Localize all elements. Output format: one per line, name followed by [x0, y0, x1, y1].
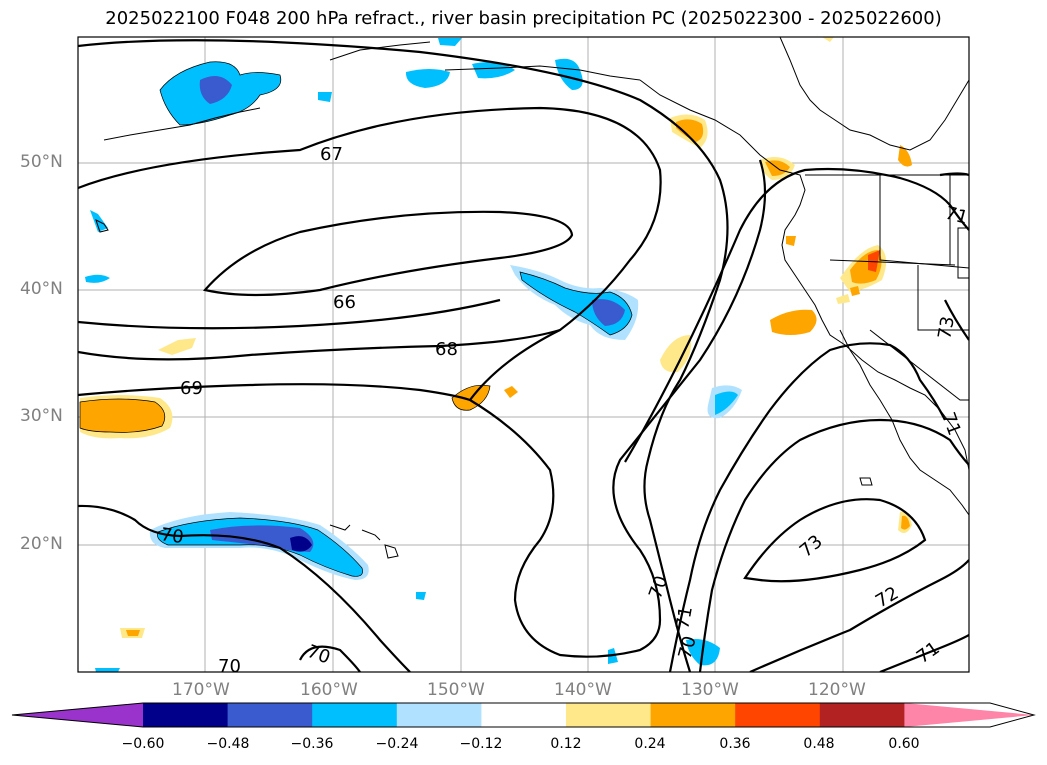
colorbar-segment	[396, 703, 482, 727]
latitude-label: 40°N	[20, 279, 63, 299]
colorbar-tick-label: −0.24	[375, 736, 419, 752]
colorbar-segment	[735, 703, 821, 727]
latitude-label: 50°N	[20, 152, 63, 172]
contour-label: 70	[159, 524, 185, 548]
contour-label: 66	[333, 292, 356, 313]
negative-anomaly-shading	[85, 38, 742, 672]
colorbar-tick-label: 0.24	[634, 736, 666, 752]
colorbar-tick-label: −0.60	[121, 736, 165, 752]
contour-label: 73	[934, 315, 959, 341]
colorbar-tick-label: 0.12	[550, 736, 582, 752]
longitude-label: 170°W	[172, 680, 230, 700]
longitude-label: 150°W	[427, 680, 485, 700]
contour-label: 73	[796, 531, 827, 562]
map-title: 2025022100 F048 200 hPa refract., river …	[105, 8, 942, 29]
colorbar-segment	[566, 703, 652, 727]
contour-label: 68	[435, 339, 458, 360]
latitude-label: 20°N	[20, 534, 63, 554]
colorbar-tick-label: −0.12	[459, 736, 503, 752]
contour-label: 72	[872, 583, 902, 613]
colorbar-tick-label: 0.48	[803, 736, 835, 752]
map-canvas: 67 66 68 69 70 70 70 70 70 71 71 71 72 7…	[77, 36, 971, 677]
contour-label: 71	[672, 605, 697, 631]
contour-label: 71	[913, 638, 944, 668]
colorbar-segment	[481, 703, 567, 727]
colorbar-extend-high	[904, 703, 1034, 727]
colorbar-segment	[143, 703, 229, 727]
contour-label: 67	[320, 144, 343, 165]
positive-anomaly-shading	[80, 37, 912, 638]
contour-label: 69	[180, 378, 203, 399]
colorbar-tick-label: −0.36	[290, 736, 334, 752]
colorbar-segment	[227, 703, 313, 727]
colorbar-segments	[12, 703, 1034, 727]
contour-label: 71	[943, 203, 971, 229]
colorbar-segment	[650, 703, 736, 727]
longitude-label: 140°W	[554, 680, 612, 700]
shading-outlines	[79, 61, 633, 577]
contour-label: 70	[304, 641, 333, 669]
colorbar-outline	[11, 702, 1036, 728]
colorbar-tick-label: 0.36	[719, 736, 751, 752]
map-frame	[77, 36, 970, 673]
colorbar-tick-label: −0.48	[206, 736, 250, 752]
latitude-label: 30°N	[20, 406, 63, 426]
colorbar-segment	[312, 703, 398, 727]
longitude-label: 120°W	[808, 680, 866, 700]
longitude-label: 130°W	[681, 680, 739, 700]
contour-label: 70	[218, 656, 241, 677]
colorbar	[11, 702, 1036, 728]
longitude-label: 160°W	[300, 680, 358, 700]
colorbar-tick-label: 0.60	[888, 736, 920, 752]
colorbar-segment	[819, 703, 905, 727]
colorbar-extend-low	[12, 703, 143, 727]
graticule	[78, 37, 969, 672]
refractivity-contours	[78, 39, 969, 672]
